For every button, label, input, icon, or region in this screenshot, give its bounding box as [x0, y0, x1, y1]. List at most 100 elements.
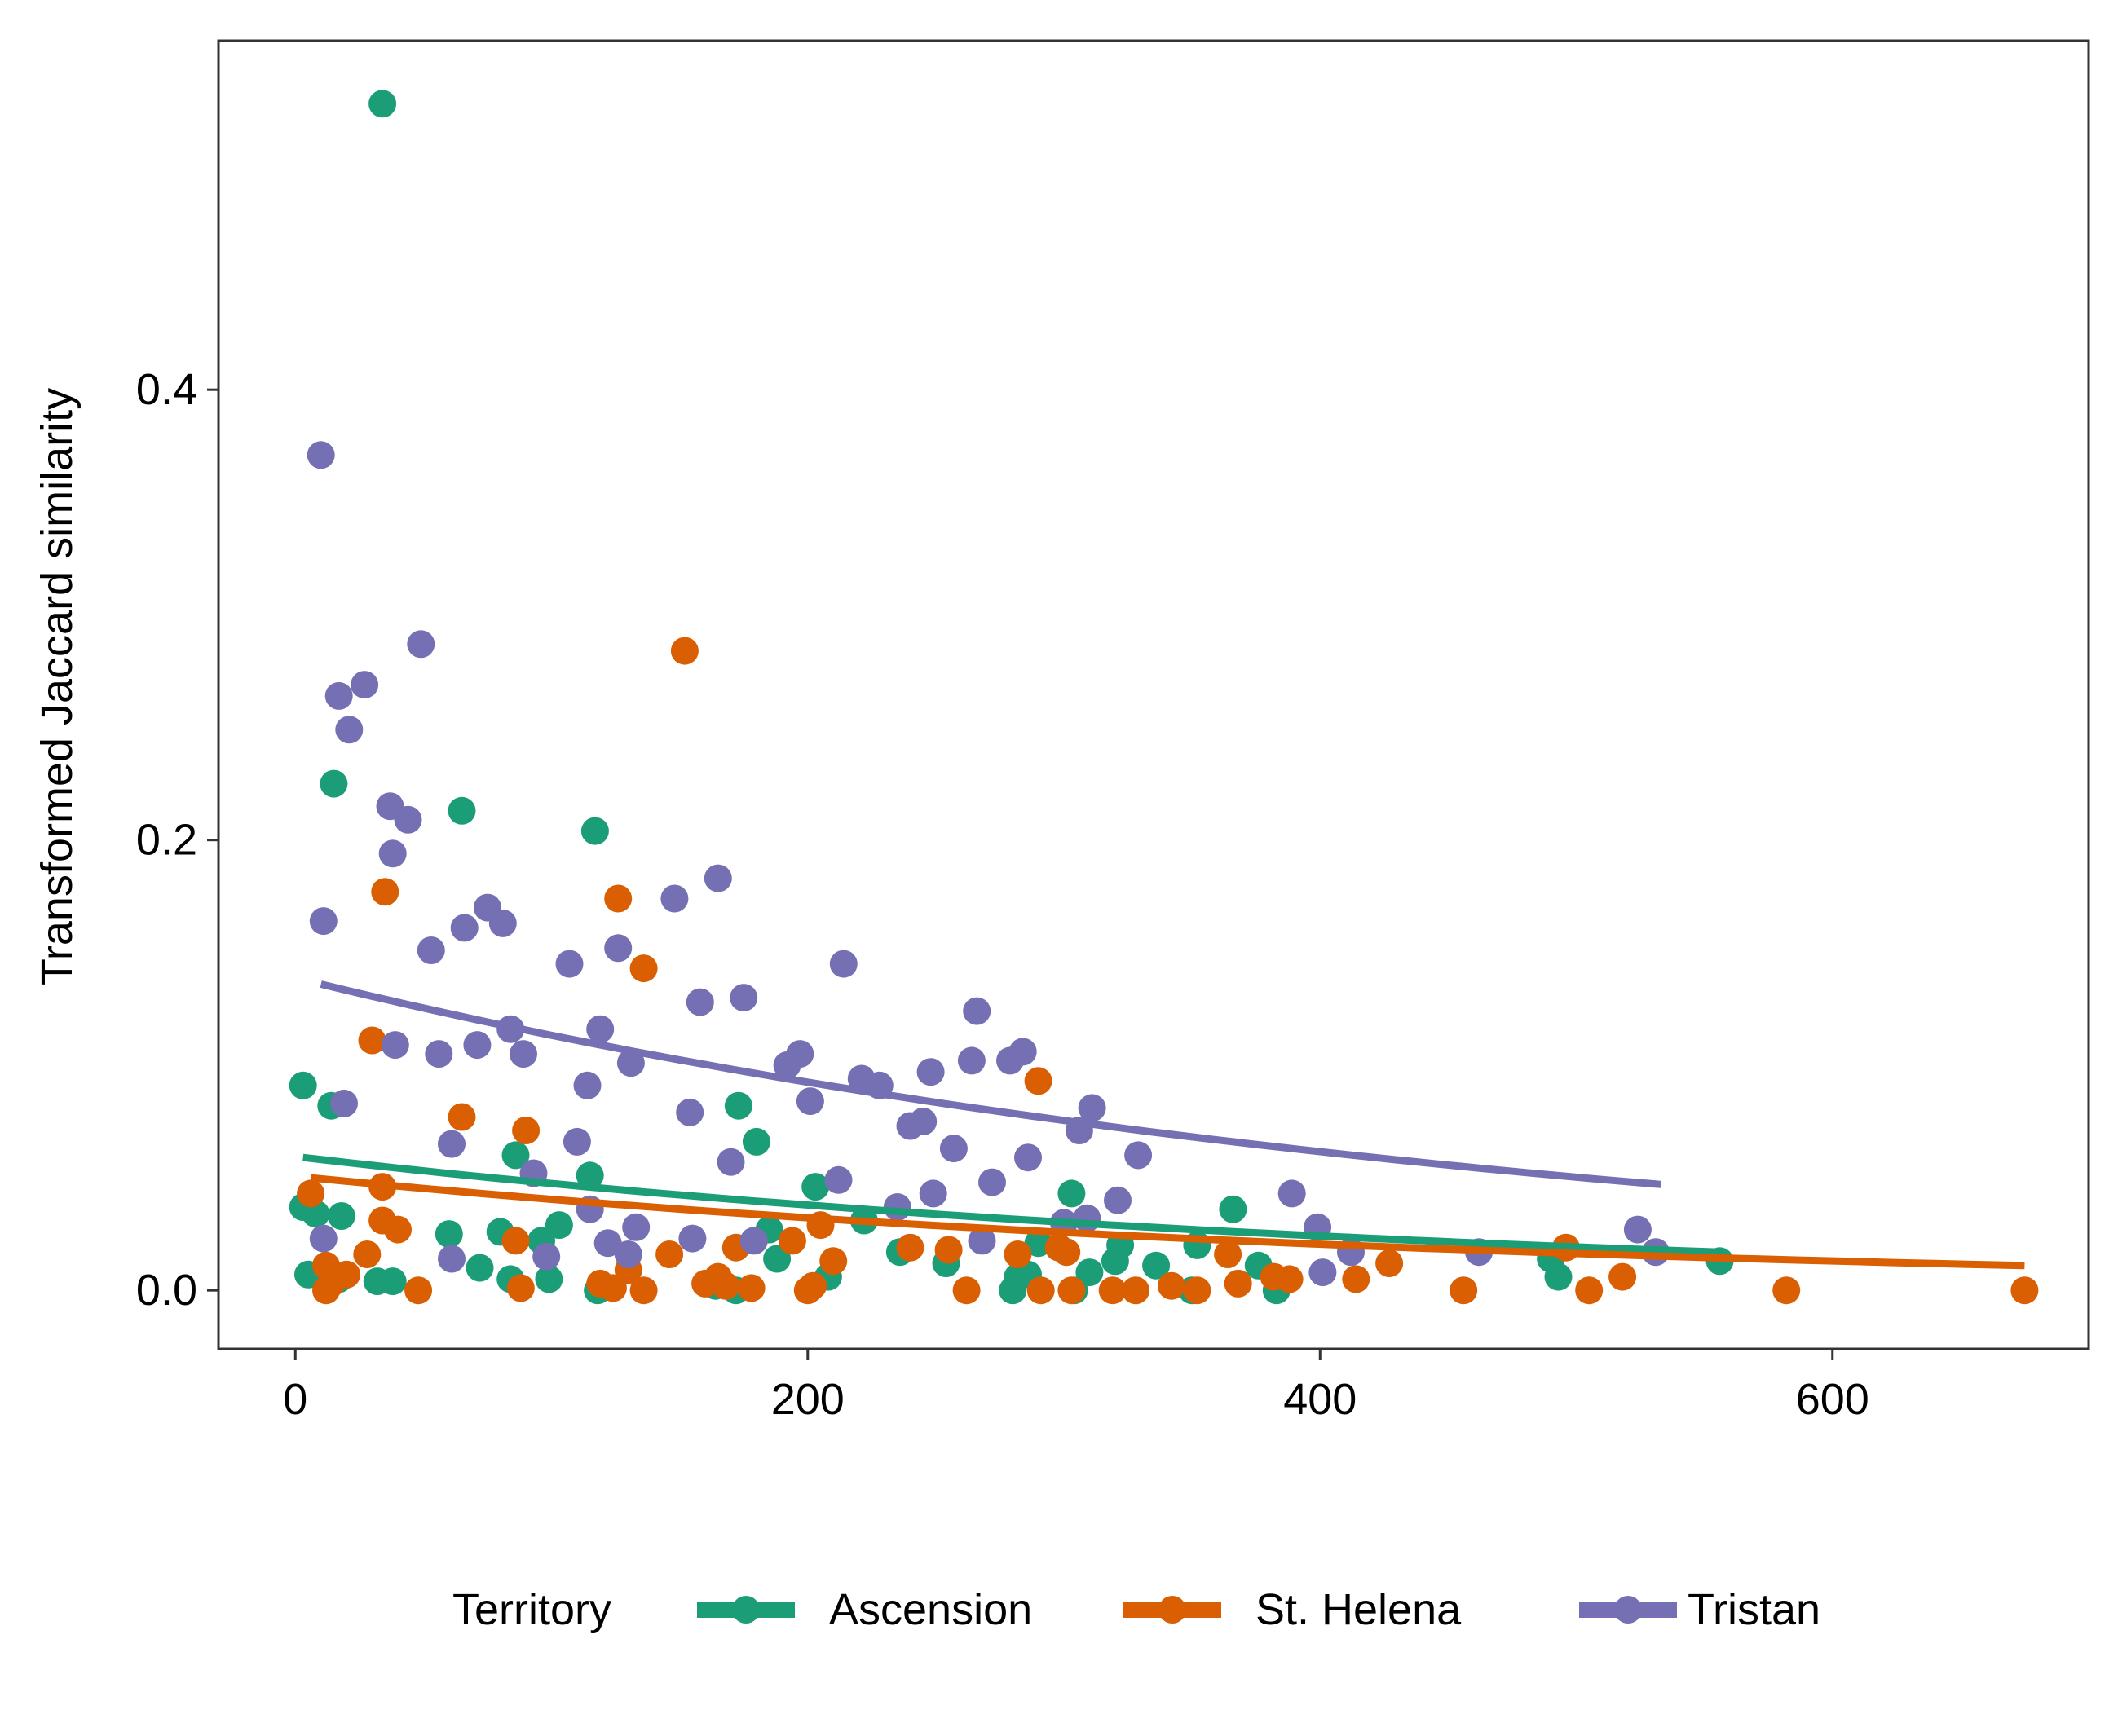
data-point-st-helena — [1122, 1276, 1149, 1305]
data-point-st-helena — [598, 1274, 627, 1302]
data-point-tristan — [796, 1087, 824, 1116]
data-point-tristan — [586, 1015, 615, 1043]
data-point-ascension — [320, 769, 348, 798]
data-point-st-helena — [670, 637, 699, 665]
data-point-st-helena — [799, 1271, 827, 1300]
data-point-tristan — [1073, 1204, 1101, 1232]
data-point-st-helena — [501, 1227, 530, 1255]
data-point-st-helena — [896, 1233, 924, 1262]
data-point-st-helena — [2010, 1276, 2039, 1305]
data-point-ascension — [763, 1245, 792, 1273]
data-point-tristan — [824, 1165, 853, 1194]
data-point-st-helena — [1098, 1276, 1127, 1305]
data-point-st-helena — [1608, 1262, 1637, 1291]
data-point-tristan — [417, 936, 445, 964]
data-point-ascension — [1075, 1258, 1104, 1287]
data-point-st-helena — [358, 1026, 386, 1055]
data-point-st-helena — [629, 954, 658, 983]
data-point-ascension — [1057, 1179, 1086, 1208]
data-point-tristan — [676, 1098, 704, 1126]
data-point-st-helena — [655, 1240, 684, 1268]
data-point-tristan — [307, 441, 335, 469]
data-point-tristan — [532, 1242, 561, 1271]
data-point-tristan — [704, 864, 732, 892]
data-point-tristan — [883, 1193, 911, 1221]
data-point-st-helena — [297, 1179, 325, 1208]
data-point-tristan — [717, 1148, 745, 1176]
trend-lines-layer — [302, 980, 2025, 1270]
data-point-ascension — [501, 1141, 530, 1170]
data-point-tristan — [438, 1245, 466, 1273]
x-axis-tick-label: 200 — [771, 1375, 845, 1424]
data-point-st-helena — [1004, 1240, 1032, 1268]
data-point-ascension — [545, 1211, 573, 1240]
legend: Territory Ascension St. Helena Tristan — [452, 1585, 1820, 1634]
data-point-tristan — [739, 1227, 768, 1255]
data-point-tristan — [829, 950, 858, 978]
data-point-tristan — [622, 1213, 651, 1241]
data-point-st-helena — [1342, 1265, 1370, 1293]
legend-label-ascension: Ascension — [829, 1585, 1032, 1634]
data-point-tristan — [394, 805, 422, 834]
data-point-tristan — [730, 984, 758, 1012]
data-point-st-helena — [737, 1274, 766, 1302]
data-point-tristan — [678, 1224, 707, 1253]
data-point-st-helena — [819, 1247, 848, 1276]
data-point-st-helena — [1158, 1271, 1185, 1300]
trend-line-tristan — [320, 980, 1661, 1188]
data-point-st-helena — [1052, 1238, 1081, 1267]
data-point-tristan — [381, 1031, 409, 1060]
data-point-tristan — [616, 1049, 645, 1077]
x-axis-tick-label: 0 — [283, 1375, 307, 1424]
data-point-ascension — [580, 817, 609, 845]
data-point-tristan — [309, 907, 338, 936]
data-point-ascension — [289, 1071, 317, 1099]
data-point-st-helena — [712, 1271, 740, 1300]
x-axis-tick-label: 600 — [1796, 1375, 1869, 1424]
data-point-st-helena — [404, 1276, 433, 1305]
data-point-st-helena — [1275, 1265, 1304, 1293]
data-point-ascension — [742, 1127, 770, 1156]
data-point-st-helena — [1026, 1276, 1055, 1305]
legend-key-point-st-helena — [1158, 1596, 1186, 1624]
data-point-tristan — [488, 909, 517, 937]
data-point-tristan — [916, 1058, 945, 1086]
data-point-ascension — [466, 1254, 494, 1282]
data-point-tristan — [1623, 1215, 1652, 1244]
trend-line-ascension — [302, 1153, 1720, 1256]
data-point-ascension — [1142, 1251, 1171, 1280]
data-point-tristan — [1078, 1094, 1106, 1122]
data-point-tristan — [1104, 1186, 1132, 1214]
data-point-ascension — [327, 1202, 355, 1230]
data-point-st-helena — [1772, 1276, 1801, 1305]
data-point-st-helena — [1450, 1276, 1478, 1305]
data-point-tristan — [407, 630, 435, 659]
data-point-tristan — [968, 1227, 996, 1255]
data-point-tristan — [939, 1135, 968, 1163]
data-point-st-helena — [778, 1227, 806, 1255]
data-point-tristan — [593, 1229, 622, 1258]
data-point-st-helena — [1024, 1067, 1052, 1095]
data-point-st-helena — [506, 1274, 535, 1302]
data-point-tristan — [909, 1108, 938, 1135]
legend-title: Territory — [452, 1585, 611, 1634]
data-point-tristan — [335, 716, 364, 744]
data-point-ascension — [378, 1267, 407, 1296]
data-point-ascension — [368, 90, 397, 118]
data-point-tristan — [324, 681, 353, 710]
data-point-ascension — [724, 1091, 752, 1120]
data-point-st-helena — [629, 1276, 658, 1305]
data-point-st-helena — [312, 1276, 340, 1305]
data-point-tristan — [463, 1031, 492, 1060]
data-point-st-helena — [1183, 1276, 1211, 1305]
data-point-tristan — [919, 1179, 947, 1208]
data-point-tristan — [957, 1046, 986, 1075]
data-point-tristan — [438, 1130, 466, 1158]
data-point-tristan — [563, 1127, 591, 1156]
data-point-st-helena — [604, 884, 633, 913]
data-point-ascension — [1101, 1247, 1129, 1276]
legend-key-point-ascension — [732, 1596, 760, 1624]
data-point-tristan — [1277, 1179, 1306, 1208]
data-point-ascension — [1544, 1262, 1573, 1291]
data-point-tristan — [378, 839, 407, 868]
